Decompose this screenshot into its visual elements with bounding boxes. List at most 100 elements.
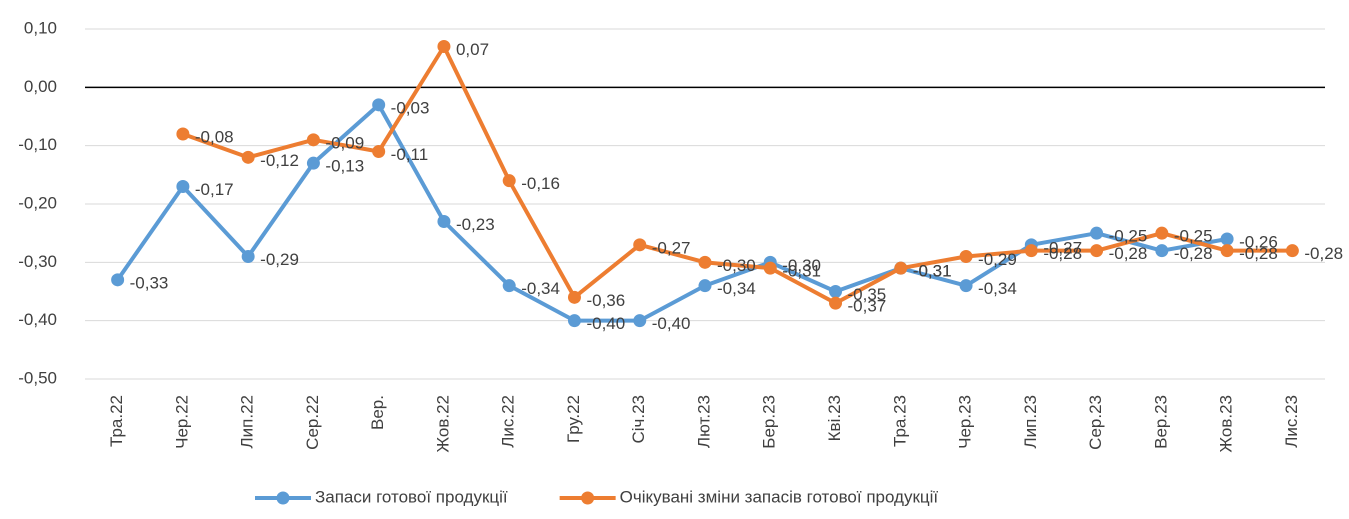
data-point	[959, 250, 973, 263]
y-tick-label: -0,20	[18, 193, 57, 212]
data-label: -0,25	[1174, 227, 1213, 246]
data-label: -0,29	[978, 250, 1017, 269]
data-point	[1024, 244, 1038, 258]
x-tick-label: Сер.23	[1086, 395, 1105, 450]
x-tick-label: Жов.22	[433, 395, 452, 453]
data-label: -0,27	[1043, 238, 1082, 257]
data-point	[567, 314, 581, 328]
y-tick-label: 0,00	[24, 77, 57, 96]
data-point	[1220, 232, 1234, 246]
data-label: -0,40	[586, 314, 625, 333]
data-label: -0,28	[1043, 244, 1082, 263]
data-point	[437, 40, 451, 53]
x-tick-label: Тра.22	[107, 395, 126, 447]
data-label: -0,29	[260, 250, 299, 269]
x-tick-label: Бер.23	[760, 395, 779, 449]
data-label: 0,07	[456, 40, 489, 59]
legend-label: Запаси готової продукції	[315, 487, 508, 506]
data-point	[1155, 226, 1169, 240]
data-label: -0,16	[521, 174, 560, 193]
x-tick-label: Сер.22	[303, 395, 322, 450]
y-tick-label: -0,40	[18, 310, 57, 329]
y-tick-label: -0,50	[18, 368, 57, 387]
data-label: -0,31	[782, 262, 821, 281]
data-label: -0,30	[717, 256, 756, 275]
x-tick-label: Лип.23	[1021, 395, 1040, 449]
y-tick-label: -0,30	[18, 252, 57, 271]
data-label: -0,30	[782, 256, 821, 275]
x-tick-label: Вер.	[368, 395, 387, 430]
x-tick-label: Кві.23	[825, 395, 844, 441]
data-point	[829, 285, 843, 298]
x-tick-label: Жов.23	[1217, 395, 1236, 453]
x-tick-label: Чер.22	[172, 395, 191, 449]
data-label: -0,35	[848, 285, 887, 304]
data-label: -0,31	[913, 262, 952, 281]
data-label: -0,28	[1304, 244, 1343, 263]
data-label: -0,08	[195, 127, 234, 146]
data-point	[306, 156, 320, 170]
data-label: -0,12	[260, 151, 299, 170]
data-point	[502, 279, 516, 293]
data-label: -0,28	[1109, 244, 1148, 263]
data-point	[372, 98, 386, 112]
data-label: -0,33	[130, 273, 169, 292]
data-label: -0,37	[848, 297, 887, 316]
x-tick-label: Лис.22	[499, 395, 518, 448]
data-point	[763, 261, 777, 275]
data-point	[1090, 244, 1104, 258]
data-label: -0,27	[652, 238, 691, 257]
data-point	[1220, 244, 1234, 258]
data-point	[437, 215, 451, 228]
data-label: -0,09	[325, 133, 364, 152]
data-point	[959, 279, 973, 293]
data-label: -0,17	[195, 180, 234, 199]
data-label: -0,31	[913, 262, 952, 281]
data-label: -0,11	[391, 145, 429, 164]
data-point	[502, 174, 516, 188]
x-tick-label: Лип.22	[238, 395, 257, 449]
series-line	[182, 44, 1293, 306]
x-tick-label: Лис.23	[1282, 395, 1301, 448]
series-line	[115, 102, 1228, 323]
x-tick-label: Січ.23	[629, 395, 648, 444]
x-tick-label: Чер.23	[956, 395, 975, 449]
data-point	[633, 314, 647, 328]
data-label: -0,28	[1174, 244, 1213, 263]
legend-marker	[276, 491, 290, 505]
data-label: -0,13	[325, 157, 364, 176]
data-point	[241, 250, 255, 263]
data-label: -0,28	[1239, 244, 1278, 263]
data-point	[372, 145, 386, 158]
legend-marker	[581, 491, 595, 505]
y-tick-label: -0,10	[18, 135, 57, 154]
x-tick-label: Гру.22	[564, 395, 583, 443]
data-label: -0,26	[1239, 232, 1278, 251]
data-point	[306, 133, 320, 147]
x-tick-label: Вер.23	[1151, 395, 1170, 449]
data-label: -0,25	[1109, 227, 1148, 246]
data-point	[176, 127, 190, 141]
data-label: -0,23	[456, 215, 495, 234]
data-point	[176, 180, 190, 193]
data-label: -0,34	[521, 279, 560, 298]
data-point	[111, 273, 125, 287]
data-point	[894, 261, 908, 275]
data-point	[698, 279, 712, 293]
legend-label: Очікувані зміни запасів готової продукці…	[620, 487, 939, 506]
data-point	[829, 296, 843, 310]
data-point	[698, 255, 712, 269]
data-point	[1285, 244, 1299, 258]
x-tick-label: Тра.23	[890, 395, 909, 447]
data-label: -0,36	[586, 291, 625, 310]
data-point	[567, 290, 581, 304]
y-tick-label: 0,10	[24, 18, 57, 37]
data-point	[241, 150, 255, 164]
data-label: -0,03	[391, 98, 430, 117]
data-point	[633, 238, 647, 252]
x-tick-label: Лют.23	[694, 395, 713, 448]
data-label: -0,34	[717, 279, 756, 298]
data-point	[1090, 226, 1104, 240]
data-point	[1155, 244, 1169, 258]
